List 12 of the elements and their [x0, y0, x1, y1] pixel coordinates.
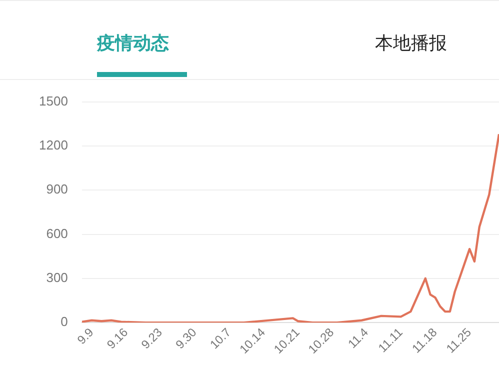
x-tick-label: 9.9 [74, 325, 96, 347]
x-tick-label: 9.23 [138, 325, 166, 352]
y-tick-label: 300 [46, 270, 68, 286]
y-tick-label: 900 [46, 182, 68, 197]
y-tick-label: 0 [60, 314, 68, 330]
x-tick-label: 9.30 [172, 325, 200, 352]
x-tick-label: 9.16 [104, 325, 131, 352]
y-tick-label: 600 [46, 226, 68, 241]
text: 本地播报 [375, 32, 447, 55]
text: 疫情动态 [97, 32, 169, 55]
y-tick-label: 1200 [39, 138, 68, 153]
y-tick-label: 1500 [39, 93, 68, 108]
